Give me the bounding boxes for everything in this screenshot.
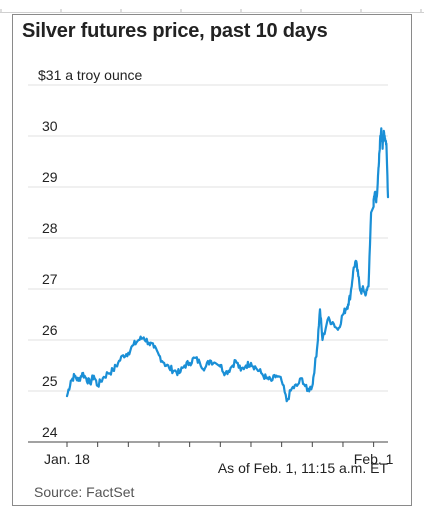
x-tick-label: Jan. 18 [44,451,90,467]
y-tick-labels: 30 29 28 27 26 25 24 [42,118,58,440]
window-top-ruler [0,9,424,12]
grid-lines [28,84,388,443]
window-top-border [0,12,424,13]
y-tick-label: 29 [42,169,58,185]
x-axis [28,441,388,447]
y-tick-label: 30 [42,118,58,134]
as-of-note: As of Feb. 1, 11:15 a.m. ET [217,460,388,476]
silver-price-line [65,127,390,403]
y-tick-label: 27 [42,271,58,287]
source-note: Source: FactSet [34,484,135,500]
y-tick-label: 28 [42,220,58,236]
x-tick-label: Feb. 1 [354,451,394,467]
y-tick-label: 26 [42,322,58,338]
window-top-strip [0,0,424,10]
chart-title: Silver futures price, past 10 days [22,20,328,42]
chart-frame [12,14,412,506]
y-unit-label: $31 a troy ounce [38,67,143,83]
y-tick-label: 24 [42,424,58,440]
x-tick-labels: Jan. 18 Feb. 1 [44,451,394,467]
y-tick-label: 25 [42,373,58,389]
